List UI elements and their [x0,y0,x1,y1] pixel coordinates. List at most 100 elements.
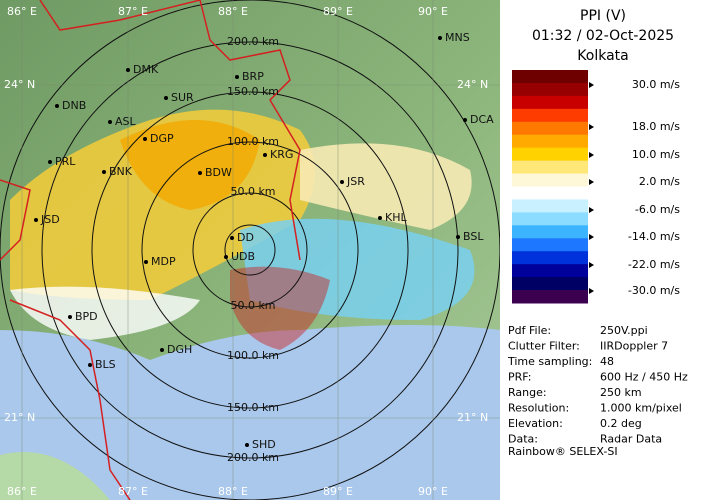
scale-swatch [512,173,588,187]
city-label: SUR [171,91,194,104]
info-key: Pdf File: [508,324,551,337]
panel-title: PPI (V) [580,8,626,24]
city-label: DCA [470,113,494,126]
city-label: BNK [109,165,133,178]
city-label: JSR [346,175,365,188]
city-dot [108,120,112,124]
city-dot [34,218,38,222]
city-label: BDW [205,166,232,179]
city-label: BSL [463,230,484,243]
scale-label: 18.0 m/s [632,120,680,133]
city-label: KHL [385,211,407,224]
city-label: DNB [62,99,86,112]
info-value: 0.2 deg [600,417,642,430]
color-scale: 30.0 m/s 18.0 m/s 10.0 m/s 2.0 m/s -6.0 m/s -… [512,70,680,304]
scale-label: 10.0 m/s [632,148,680,161]
city-dot [68,315,72,319]
lon-label: 90° E [418,485,448,498]
lat-label: 21° N [457,411,488,424]
info-key: Clutter Filter: [508,340,580,353]
panel-site: Kolkata [577,48,628,64]
city-label: BLS [95,358,116,371]
city-label: ASL [115,115,137,128]
city-dot [224,255,228,259]
city-dot [48,160,52,164]
scale-swatch [512,82,588,97]
map-labels: 86° E 87° E 88° E 89° E 90° E 86° E 87° E 88° E… [4,5,494,498]
panel-time: 01:32 / 02-Oct-2025 [532,28,674,44]
ring-label: 200.0 km [227,35,279,48]
city-label: DMK [133,63,159,76]
lon-label: 87° E [118,5,148,18]
scale-label: -6.0 m/s [635,203,680,216]
scale-swatch [512,108,588,123]
lon-label: 88° E [218,485,248,498]
sea-echo [0,325,500,500]
city-label: MDP [151,255,176,268]
scale-label: 30.0 m/s [632,78,680,91]
info-value: 250V.ppi [600,324,648,337]
scale-label: -22.0 m/s [628,258,680,271]
coast [0,452,110,500]
info-key: Range: [508,386,547,399]
scale-tick [589,288,594,294]
ring-label: 200.0 km [227,451,279,464]
city-label: KRG [270,148,293,161]
scale-tick [589,262,594,268]
info-key: Elevation: [508,417,563,430]
city-dot [88,363,92,367]
city-label: BPD [75,310,98,323]
city-dot [160,348,164,352]
city-dot [340,180,344,184]
city-label: SHD [252,438,276,451]
lon-label: 90° E [418,5,448,18]
scale-swatch [512,121,588,136]
scale-tick [589,179,594,185]
scale-label: -14.0 m/s [628,230,680,243]
ring-label: 100.0 km [227,135,279,148]
footer: Rainbow® SELEX-SI [508,445,618,458]
info-value: 1.000 km/pixel [600,402,682,415]
info-value: Radar Data [600,433,662,446]
city-label: UDB [231,250,255,263]
city-dot [143,137,147,141]
info-value: 600 Hz / 450 Hz [600,371,688,384]
scale-swatch [512,147,588,162]
side-panel: PPI (V) 01:32 / 02-Oct-2025 Kolkata 30.0… [500,0,706,500]
info-value: 250 km [600,386,642,399]
info-key: Resolution: [508,402,569,415]
scale-swatch [512,186,588,200]
city-dot [230,236,234,240]
city-dot [198,171,202,175]
info-value: 48 [600,355,614,368]
city-dot [263,153,267,157]
lon-label: 88° E [218,5,248,18]
ring-label: 150.0 km [227,85,279,98]
city-label: DD [237,231,254,244]
scale-tick [589,207,594,213]
city-dot [456,235,460,239]
scale-swatch [512,264,588,278]
city-label: DGH [167,343,192,356]
city-dot [102,170,106,174]
scale-tick [589,124,594,130]
scale-swatch [512,251,588,265]
lon-label: 89° E [323,485,353,498]
info-key: Data: [508,433,538,446]
scale-tick [589,152,594,158]
echo-recede [240,218,475,320]
info-value: IIRDoppler 7 [600,340,668,353]
info-key: Time sampling: [507,355,592,368]
scale-swatch [512,225,588,239]
city-dot [126,68,130,72]
echo-light [300,143,472,230]
city-label: JSD [40,213,60,226]
scale-swatch [512,290,588,304]
city-label: PRL [55,155,76,168]
ring-label: 50.0 km [230,185,275,198]
scale-swatch [512,95,588,110]
scale-swatch [512,70,588,84]
lon-label: 86° E [7,5,37,18]
lon-label: 89° E [323,5,353,18]
